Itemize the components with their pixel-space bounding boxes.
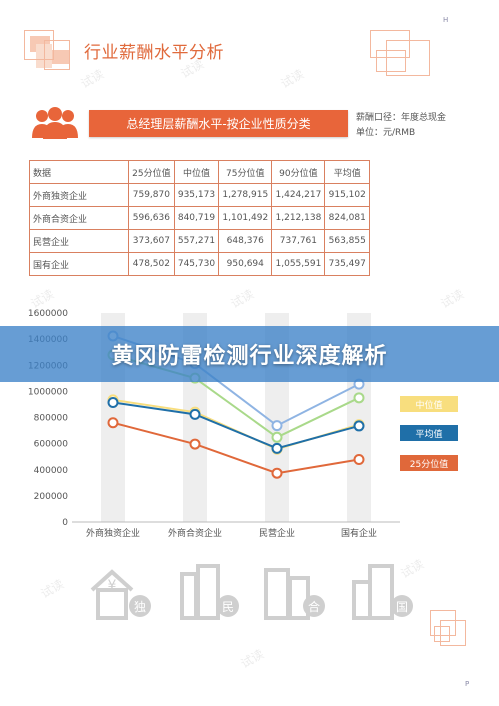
data-point — [189, 408, 201, 420]
y-tick-label: 400000 — [34, 466, 69, 476]
joint-venture-building-icon: 合 — [264, 568, 325, 620]
table-cell: 1,101,492 — [218, 206, 273, 230]
legend-mean: 平均值 — [400, 425, 458, 441]
table-header-cell: 中位值 — [173, 160, 220, 184]
decor-square — [430, 610, 456, 636]
overlay-banner: 黄冈防雷检测行业深度解析 — [0, 326, 499, 382]
data-point — [271, 467, 283, 479]
table-cell: 596,636 — [128, 206, 175, 230]
decor-square — [52, 50, 70, 64]
table-cell: 737,761 — [271, 229, 326, 253]
table-row: 外商独资企业 759,870 935,173 1,278,915 1,424,2… — [29, 183, 370, 207]
data-point — [107, 396, 119, 408]
data-point — [353, 420, 365, 432]
table-cell: 745,730 — [173, 252, 220, 276]
legend-p25: 25分位值 — [400, 455, 458, 471]
note-pay-basis: 薪酬口径：年度总现金 — [356, 113, 447, 123]
watermark: 试读 — [38, 576, 67, 601]
table-header-cell: 数据 — [29, 160, 129, 184]
table-cell: 1,278,915 — [218, 183, 273, 207]
icon-label-he: 合 — [308, 599, 320, 614]
private-building-icon: 民 — [180, 564, 239, 620]
table-cell: 1,212,138 — [271, 206, 326, 230]
watermark: 试读 — [238, 646, 267, 671]
x-tick-label: 外商独资企业 — [86, 527, 140, 539]
data-point — [271, 442, 283, 454]
y-tick-label: 200000 — [34, 492, 69, 502]
note-unit: 单位：元/RMB — [356, 128, 416, 138]
icon-label-guo: 国 — [396, 600, 408, 614]
page-letter-top: H — [443, 16, 449, 24]
table-cell: 735,497 — [324, 252, 370, 276]
table-header-cell: 90分位值 — [271, 160, 326, 184]
salary-table: 数据 25分位值 中位值 75分位值 90分位值 平均值 外商独资企业 759,… — [29, 160, 370, 276]
svg-text:¥: ¥ — [108, 578, 117, 594]
data-point — [271, 420, 283, 432]
table-cell: 563,855 — [324, 229, 370, 253]
table-cell: 外商合资企业 — [29, 206, 129, 230]
table-header-cell: 平均值 — [324, 160, 370, 184]
table-row: 外商合资企业 596,636 840,719 1,101,492 1,212,1… — [29, 206, 370, 230]
table-cell: 648,376 — [218, 229, 273, 253]
y-tick-label: 1600000 — [28, 309, 68, 319]
decor-square — [44, 40, 70, 70]
people-icon — [32, 107, 78, 139]
icon-label-du: 独 — [134, 600, 146, 614]
y-tick-label: 800000 — [34, 414, 69, 424]
decor-square — [24, 30, 54, 60]
series-line-3 — [112, 401, 360, 450]
table-cell: 国有企业 — [29, 252, 129, 276]
page-title: 行业薪酬水平分析 — [84, 43, 224, 63]
decor-square — [386, 40, 430, 76]
legend-median: 中位值 — [400, 396, 458, 412]
table-row: 国有企业 478,502 745,730 950,694 1,055,591 7… — [29, 252, 370, 276]
table-cell: 373,607 — [128, 229, 175, 253]
table-cell: 950,694 — [218, 252, 273, 276]
overlay-banner-text: 黄冈防雷检测行业深度解析 — [111, 344, 388, 369]
table-cell: 557,271 — [173, 229, 220, 253]
table-row: 民营企业 373,607 557,271 648,376 737,761 563… — [29, 229, 370, 253]
foreign-owned-building-icon: ¥ 独 — [90, 569, 151, 620]
table-cell: 478,502 — [128, 252, 175, 276]
table-cell: 民营企业 — [29, 229, 129, 253]
page-letter-bottom: P — [465, 680, 470, 688]
table-cell: 935,173 — [173, 183, 220, 207]
data-point — [353, 392, 365, 404]
decor-square — [370, 30, 410, 58]
x-tick-label: 外商合资企业 — [168, 527, 222, 539]
table-header-row: 数据 25分位值 中位值 75分位值 90分位值 平均值 — [29, 160, 370, 184]
table-header-cell: 75分位值 — [218, 160, 273, 184]
series-line-4 — [112, 421, 360, 475]
data-point — [353, 453, 365, 465]
y-tick-label: 1000000 — [28, 387, 68, 397]
table-cell: 外商独资企业 — [29, 183, 129, 207]
table-cell: 840,719 — [173, 206, 220, 230]
watermark: 试读 — [278, 66, 307, 91]
table-cell: 824,081 — [324, 206, 370, 230]
decor-square — [440, 620, 466, 646]
y-tick-label: 600000 — [34, 440, 69, 450]
section-banner: 总经理层薪酬水平-按企业性质分类 — [89, 110, 348, 137]
icon-label-min: 民 — [222, 600, 234, 614]
data-point — [271, 431, 283, 443]
y-tick-label: 0 — [62, 518, 68, 528]
table-cell: 1,424,217 — [271, 183, 326, 207]
data-point — [107, 417, 119, 429]
table-cell: 759,870 — [128, 183, 175, 207]
x-tick-label: 国有企业 — [341, 527, 377, 539]
watermark: 试读 — [78, 66, 107, 91]
x-tick-label: 民营企业 — [259, 527, 295, 539]
table-header-cell: 25分位值 — [128, 160, 175, 184]
state-owned-building-icon: 国 — [352, 564, 413, 620]
table-cell: 915,102 — [324, 183, 370, 207]
decor-square — [376, 50, 406, 72]
decor-square — [434, 626, 450, 642]
table-cell: 1,055,591 — [271, 252, 326, 276]
data-point — [189, 438, 201, 450]
